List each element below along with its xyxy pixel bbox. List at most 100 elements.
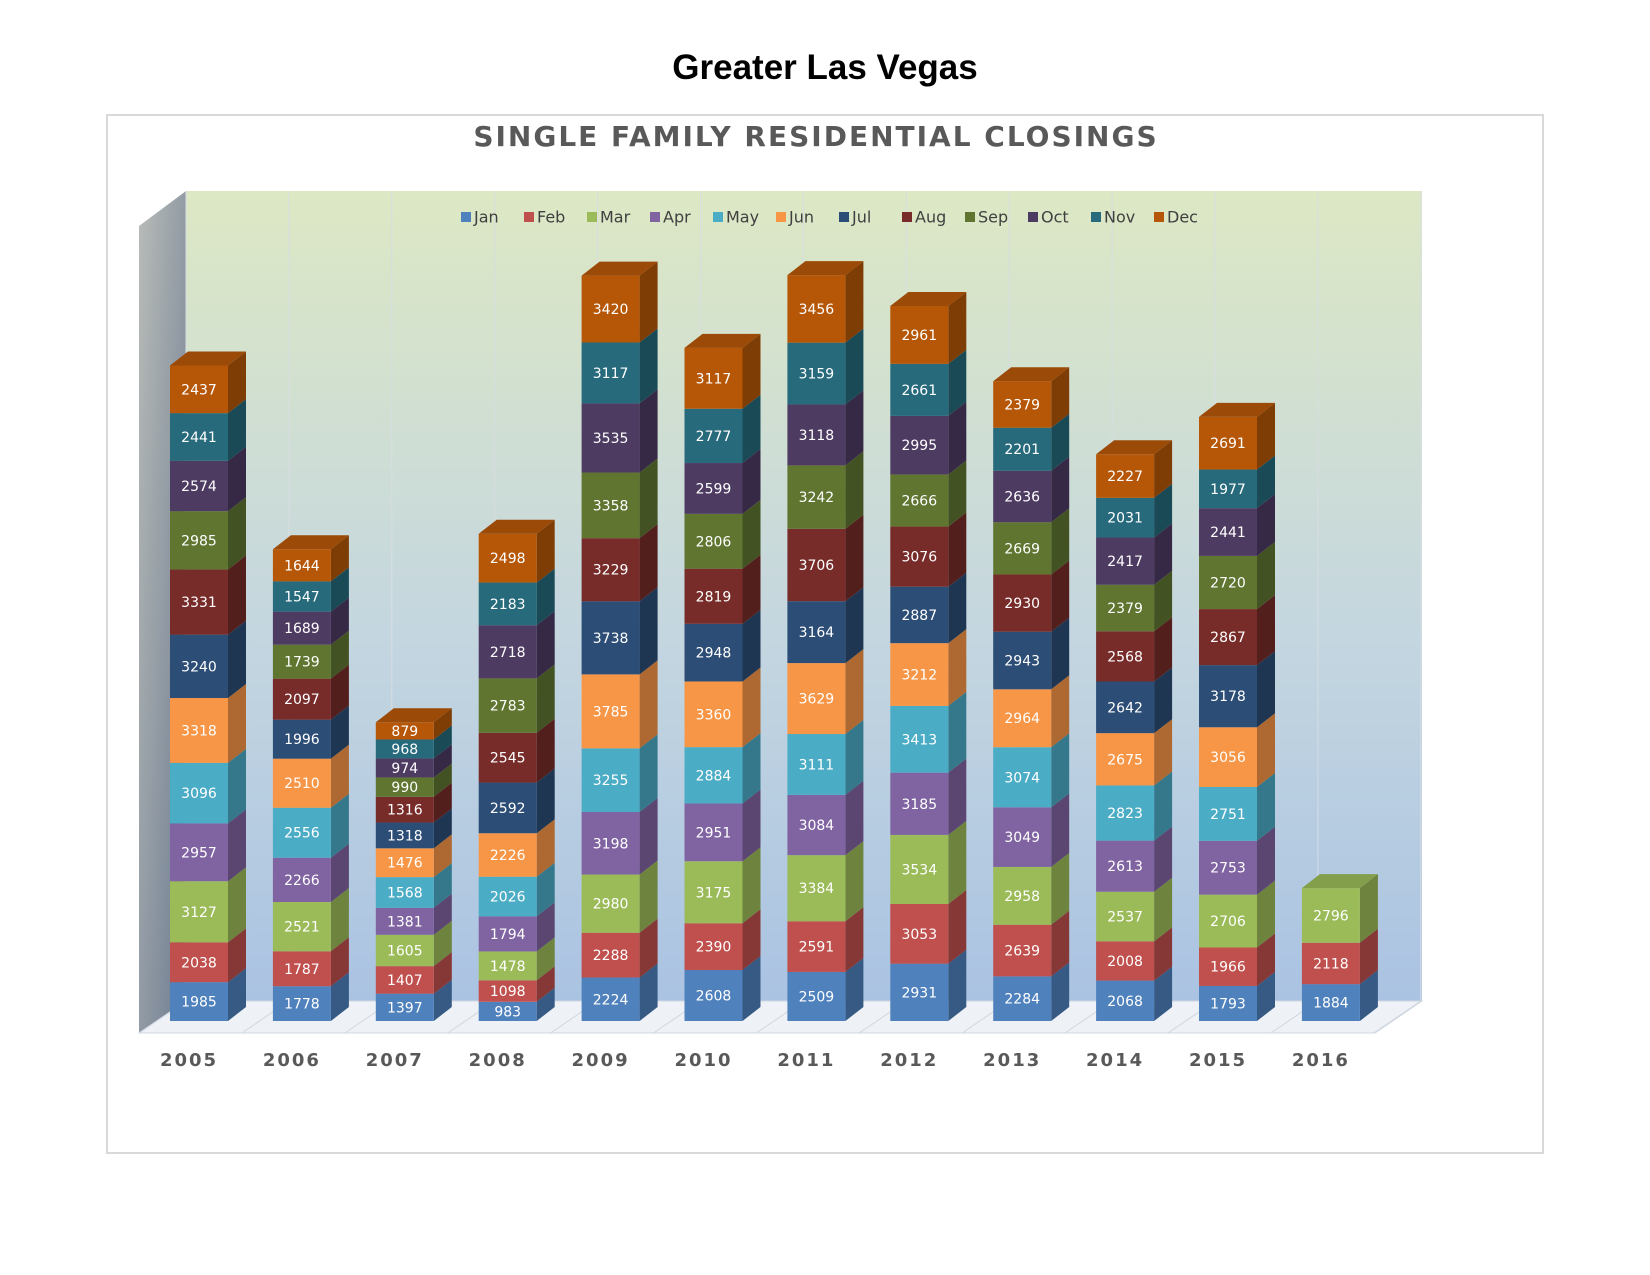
data-label: 2498 xyxy=(490,551,526,567)
data-label: 968 xyxy=(391,742,418,758)
bar-segment-2012-aug: 3076 xyxy=(890,512,967,587)
data-label: 3198 xyxy=(593,836,629,852)
bar-stack-2006: 1778 1787 2521 2266 2556 2510 1996 2097 1739 1689… xyxy=(272,535,349,1021)
data-label: 2957 xyxy=(181,845,217,861)
bar-segment-2014-may: 2823 xyxy=(1096,771,1173,841)
data-label: 2599 xyxy=(696,481,732,497)
bar-side xyxy=(1051,733,1070,808)
bar-stack-2015: 1793 1966 2706 2753 2751 3056 3178 2867 2720 2441… xyxy=(1199,402,1275,1021)
bar-side xyxy=(948,460,967,527)
bar-front xyxy=(1199,665,1257,728)
bar-segment-2015-apr: 2753 xyxy=(1199,826,1275,895)
bar-side xyxy=(845,957,864,1021)
bar-front xyxy=(1096,497,1155,538)
bar-front xyxy=(684,347,743,409)
bar-front xyxy=(1199,787,1257,841)
data-label: 2720 xyxy=(1210,575,1246,591)
bar-front xyxy=(1301,888,1360,943)
bar-side xyxy=(536,966,555,1002)
bar-side xyxy=(1154,771,1173,841)
data-label: 1547 xyxy=(284,590,320,606)
bar-segment-2011-feb: 2591 xyxy=(787,907,864,972)
data-label: 3117 xyxy=(593,366,629,382)
bar-side xyxy=(433,725,452,759)
stacked-3d-bar-chart: SINGLE FAMILY RESIDENTIAL CLOSINGS Jan Fe… xyxy=(137,120,1424,1071)
bar-segment-2005-may: 3096 xyxy=(170,748,246,824)
bar-side xyxy=(639,524,658,602)
data-label: 2691 xyxy=(1210,436,1246,452)
legend-swatch xyxy=(461,212,471,222)
x-tick-label: 2014 xyxy=(1086,1050,1144,1071)
bar-side xyxy=(330,744,349,808)
data-label: 2995 xyxy=(901,438,937,454)
data-label: 2008 xyxy=(1107,954,1143,970)
data-label: 2961 xyxy=(901,328,937,344)
bar-top xyxy=(1199,402,1275,417)
bar-segment-2016-jan: 1884 xyxy=(1301,970,1378,1021)
bar-front xyxy=(375,934,434,967)
bar-front xyxy=(684,861,743,924)
bar-side xyxy=(330,664,349,720)
bar-side xyxy=(1051,456,1070,523)
bar-side xyxy=(1154,483,1173,538)
legend-label: Jun xyxy=(788,208,814,227)
bar-front xyxy=(993,976,1052,1021)
data-label: 2379 xyxy=(1004,397,1040,413)
bar-side xyxy=(742,847,761,924)
bar-side xyxy=(228,748,246,824)
bar-side xyxy=(536,664,555,733)
legend-item-apr: Apr xyxy=(650,208,691,227)
bar-side xyxy=(228,446,246,512)
chart-frame: SINGLE FAMILY RESIDENTIAL CLOSINGS Jan Fe… xyxy=(106,114,1544,1154)
data-label: 2509 xyxy=(799,989,835,1005)
bar-segment-2006-jul: 1996 xyxy=(272,705,349,759)
bar-side xyxy=(228,351,246,414)
bar-side xyxy=(330,793,349,858)
data-label: 3056 xyxy=(1210,750,1246,766)
data-label: 3175 xyxy=(696,885,732,901)
bar-side xyxy=(948,691,967,773)
bar-side xyxy=(433,863,452,908)
bar-front xyxy=(478,625,537,679)
bar-side xyxy=(845,261,864,343)
data-label: 2226 xyxy=(490,848,526,864)
bar-front xyxy=(1096,941,1155,981)
bar-segment-2010-jul: 2948 xyxy=(684,609,761,682)
bar-side xyxy=(639,860,658,933)
bar-front xyxy=(787,528,846,602)
bar-segment-2007-feb: 1407 xyxy=(375,952,452,994)
bar-side xyxy=(536,902,555,952)
bar-front xyxy=(272,549,331,582)
data-label: 1794 xyxy=(490,927,526,943)
data-label: 3318 xyxy=(181,723,217,739)
x-tick-label: 2005 xyxy=(160,1050,218,1071)
bar-front xyxy=(375,796,434,823)
bar-front xyxy=(993,381,1052,428)
bar-side xyxy=(1051,962,1070,1021)
bar-front xyxy=(581,748,640,813)
bar-front xyxy=(787,971,846,1021)
bar-side xyxy=(639,918,658,978)
bar-segment-2007-nov: 968 xyxy=(375,725,452,759)
bar-segment-2014-apr: 2613 xyxy=(1096,826,1173,892)
data-label: 2591 xyxy=(799,940,835,956)
legend-swatch xyxy=(587,212,597,222)
data-label: 3084 xyxy=(799,818,835,834)
bar-stack-2009: 2224 2288 2980 3198 3255 3785 3738 3229 3358 3535… xyxy=(581,261,658,1021)
bar-side xyxy=(330,972,349,1021)
bar-front xyxy=(993,631,1052,690)
data-label: 2636 xyxy=(1004,490,1040,506)
legend-label: Oct xyxy=(1041,208,1069,227)
bar-side xyxy=(228,497,246,570)
bar-front xyxy=(272,611,331,645)
bar-front xyxy=(684,803,743,862)
bar-segment-2005-jan: 1985 xyxy=(170,968,246,1021)
bar-front xyxy=(1199,469,1257,509)
bar-front xyxy=(478,876,537,917)
data-label: 1966 xyxy=(1210,960,1246,976)
bar-front xyxy=(478,582,537,626)
bar-segment-2010-jun: 3360 xyxy=(684,667,761,748)
bar-segment-2011-jun: 3629 xyxy=(787,649,864,735)
bar-segment-2012-jul: 2887 xyxy=(890,572,967,644)
legend-swatch xyxy=(1091,212,1101,222)
